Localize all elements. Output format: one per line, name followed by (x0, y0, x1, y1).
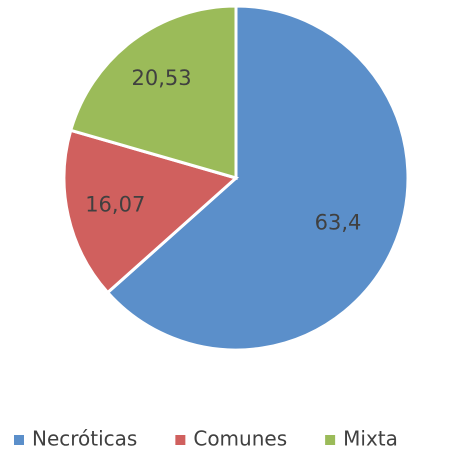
legend-marker (325, 435, 336, 445)
legend-label: Comunes (193, 427, 287, 451)
legend-marker (14, 435, 24, 445)
legend-marker (175, 435, 186, 445)
value-label: 16,07 (85, 193, 145, 217)
value-label: 20,53 (131, 66, 191, 90)
legend-label: Mixta (343, 427, 398, 451)
pie-slice (62, 128, 240, 295)
value-label: 63,4 (315, 211, 362, 235)
pie-slice (105, 4, 410, 352)
pie-slice (68, 4, 238, 180)
legend-label: Necróticas (32, 427, 137, 451)
